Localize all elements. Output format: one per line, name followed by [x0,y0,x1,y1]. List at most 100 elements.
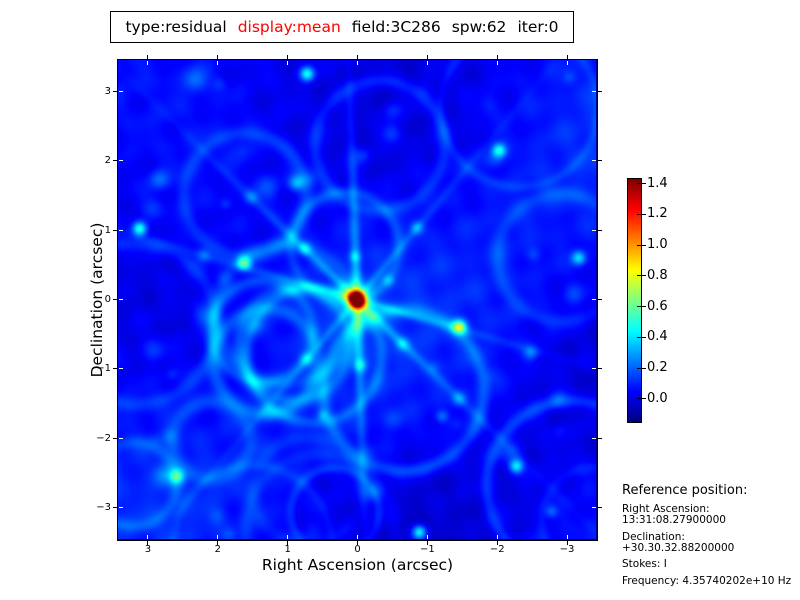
y-tick-mark-left-in [119,506,123,508]
x-axis-label: Right Ascension (arcsec) [261,556,454,574]
y-tick-mark-right-out [598,299,602,300]
colorbar-tick-mark [637,398,646,400]
title-segment: spw:62 [451,18,507,36]
y-tick-mark-right-in [592,299,596,300]
x-tick-mark-top-out [496,55,498,59]
x-tick-mark-top-out [287,55,289,59]
x-tick-mark-bottom-in [357,535,358,539]
x-tick-mark-top-out [426,55,428,59]
x-tick-label: 3 [144,544,152,555]
x-tick-mark-bottom-in [496,535,498,539]
reference-stokes: Stokes: I [622,558,667,570]
y-tick-mark-right-in [592,229,596,231]
x-tick-mark-top-in [357,61,358,65]
y-tick-label: −3 [96,501,111,513]
x-tick-mark-top-out [357,55,358,59]
y-tick-mark-left-in [119,368,123,370]
x-tick-mark-top-in [426,61,428,65]
colorbar-tick-mark [637,306,646,308]
y-tick-mark-right-out [598,437,602,439]
x-tick-label: −1 [419,544,435,555]
y-tick-mark-right-out [598,91,602,93]
x-tick-mark-bottom-out [217,541,219,545]
y-tick-mark-left-in [119,229,123,231]
title-segment: type:residual [125,18,227,36]
colorbar-tick-mark [637,367,646,369]
x-tick-mark-bottom-in [426,535,428,539]
colorbar-tick-label: 1.0 [647,237,668,253]
y-tick-mark-right-in [592,437,596,439]
x-tick-mark-top-out [147,55,149,59]
y-tick-label: 0 [104,294,111,305]
y-tick-mark-right-in [592,368,596,370]
x-tick-mark-bottom-out [147,541,149,545]
x-tick-mark-top-out [217,55,219,59]
y-tick-mark-left-out [113,229,117,231]
colorbar-tick-label: 0.4 [647,329,668,345]
y-tick-mark-right-in [592,506,596,508]
y-tick-label: −2 [96,432,111,444]
residual-image-raster [118,60,596,539]
x-tick-mark-top-in [496,61,498,65]
title-segment: field:3C286 [351,18,441,36]
plot-title-box: type:residual display:mean field:3C286 spw:… [110,11,574,43]
x-tick-mark-bottom-out [566,541,568,545]
y-tick-mark-left-out [113,368,117,370]
sky-map-plot [117,59,598,541]
y-tick-mark-left-out [113,299,117,300]
colorbar [627,178,642,423]
y-tick-mark-left-in [119,299,123,300]
x-tick-mark-bottom-in [147,535,149,539]
reference-dec: Declination: +30.30.32.88200000 [622,530,735,554]
x-tick-mark-bottom-out [496,541,498,545]
reference-position-block: Reference position: Right Ascension: 13:… [622,483,798,592]
reference-heading: Reference position: [622,483,748,498]
y-tick-mark-right-in [592,91,596,93]
colorbar-tick-mark [637,275,646,277]
colorbar-tick-label: 1.2 [647,206,668,222]
y-tick-label: −1 [96,363,111,375]
y-tick-mark-left-out [113,506,117,508]
x-tick-mark-top-in [147,61,149,65]
title-segment: display:mean [237,18,341,36]
colorbar-tick-mark [637,213,646,215]
y-tick-mark-left-out [113,91,117,93]
x-tick-mark-top-in [287,61,289,65]
y-tick-mark-right-in [592,160,596,162]
y-tick-mark-left-in [119,160,123,162]
reference-frequency: Frequency: 4.35740202e+10 Hz [622,574,792,587]
colorbar-gradient [628,179,641,422]
colorbar-tick-label: 1.4 [647,175,668,191]
colorbar-tick-label: 0.0 [647,390,668,406]
x-tick-mark-bottom-out [357,541,358,545]
colorbar-tick-mark [637,336,646,338]
colorbar-tick-mark [637,244,646,246]
y-tick-mark-right-out [598,160,602,162]
title-segment: iter:0 [517,18,559,36]
colorbar-tick-label: 0.8 [647,267,668,283]
y-tick-label: 2 [104,155,111,167]
y-tick-mark-right-out [598,368,602,370]
x-tick-mark-top-out [566,55,568,59]
x-tick-mark-bottom-out [287,541,289,545]
x-tick-label: 1 [284,544,291,555]
x-tick-mark-bottom-in [566,535,568,539]
y-tick-label: 3 [104,86,111,98]
x-tick-mark-top-in [217,61,219,65]
reference-ra: Right Ascension: 13:31:08.27900000 [622,503,726,526]
y-tick-mark-left-out [113,437,117,439]
x-tick-mark-bottom-in [287,535,289,539]
y-tick-mark-left-out [113,160,117,162]
colorbar-tick-label: 0.2 [647,360,668,376]
y-tick-mark-left-in [119,91,123,93]
x-tick-label: −2 [489,544,505,555]
x-tick-mark-top-in [566,61,568,65]
x-tick-label: −3 [559,544,575,555]
y-tick-label: 1 [104,224,111,236]
x-tick-mark-bottom-out [426,541,428,545]
y-tick-mark-left-in [119,437,123,439]
x-tick-label: 0 [354,544,361,555]
x-tick-label: 2 [214,544,221,555]
colorbar-tick-label: 0.6 [647,298,668,314]
